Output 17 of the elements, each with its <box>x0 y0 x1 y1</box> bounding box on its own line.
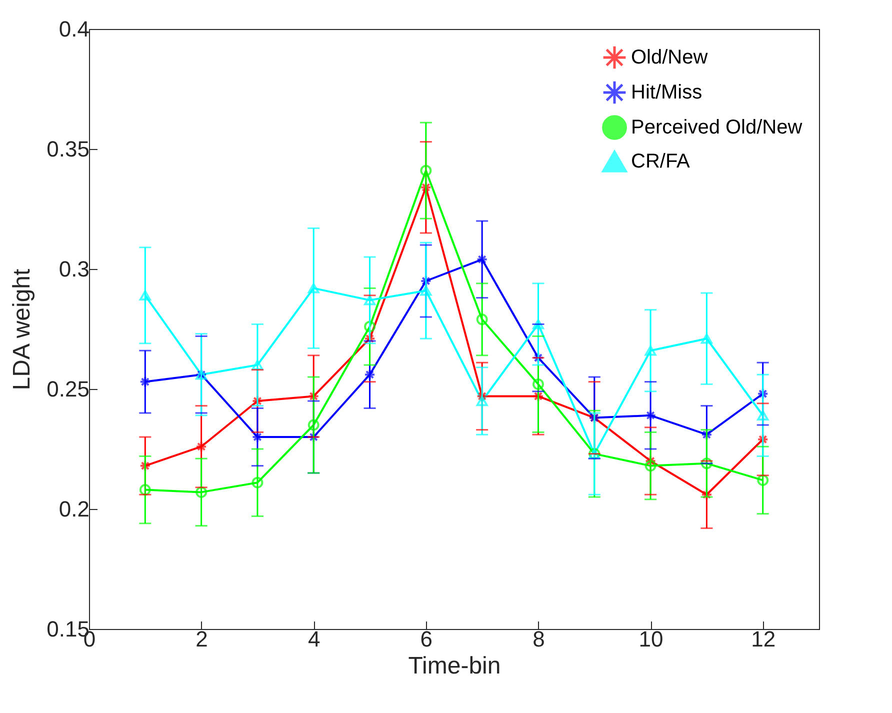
y-axis-title: LDA weight <box>8 268 36 390</box>
y-tick-label: 0.4 <box>58 16 90 42</box>
y-tick-label: 0.2 <box>58 496 90 522</box>
legend-label: CR/FA <box>631 150 691 172</box>
legend-label: Old/New <box>631 46 708 68</box>
x-axis-title: Time-bin <box>408 652 501 680</box>
x-tick-label: 2 <box>196 626 208 652</box>
x-tick-label: 8 <box>532 626 545 652</box>
legend-label: Perceived Old/New <box>631 116 803 138</box>
y-tick-label: 0.25 <box>46 376 90 402</box>
x-tick-label: 12 <box>751 626 776 652</box>
x-tick-label: 6 <box>420 626 433 652</box>
x-tick-label: 4 <box>308 626 320 652</box>
legend-label: Hit/Miss <box>631 82 702 104</box>
y-tick-label: 0.35 <box>46 136 90 162</box>
x-tick-label: 10 <box>638 626 664 652</box>
y-tick-label: 0.3 <box>58 256 90 282</box>
